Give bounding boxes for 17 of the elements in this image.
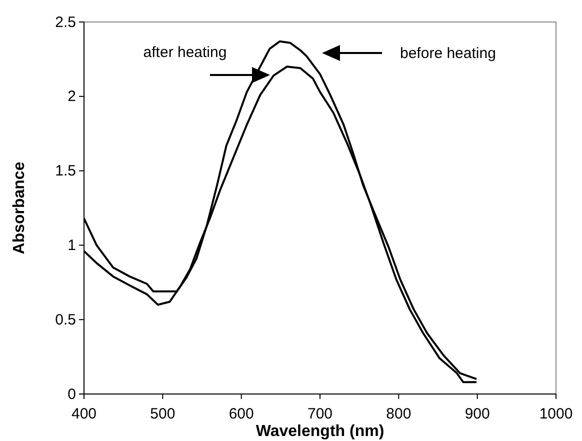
x-axis-title: Wavelength (nm) xyxy=(256,423,384,440)
y-tick-label: 0 xyxy=(68,386,76,403)
y-tick-label: 2 xyxy=(68,88,76,106)
annotation: before heating xyxy=(400,45,496,62)
x-tick-label: 900 xyxy=(464,406,490,422)
x-tick-label: 700 xyxy=(307,406,333,422)
y-tick-label: 1 xyxy=(68,237,76,254)
y-tick-label: 2.5 xyxy=(55,14,76,31)
y-tick-label: 1.5 xyxy=(55,162,76,180)
annotation: after heating xyxy=(143,44,227,61)
y-tick-label: 0.5 xyxy=(55,311,76,328)
x-tick-label: 600 xyxy=(228,406,254,422)
x-tick-label: 500 xyxy=(150,406,176,422)
y-axis-title: Absorbance xyxy=(11,162,28,254)
x-tick-label: 800 xyxy=(386,406,412,422)
x-tick-label: 400 xyxy=(71,406,97,422)
x-tick-label: 1000 xyxy=(539,406,573,422)
